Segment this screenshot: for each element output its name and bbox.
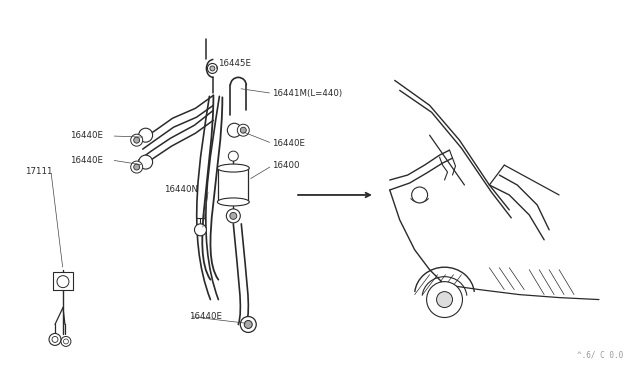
Text: 16440E: 16440E <box>70 131 103 141</box>
Circle shape <box>436 292 452 308</box>
Circle shape <box>227 123 241 137</box>
Circle shape <box>139 128 152 142</box>
Circle shape <box>63 339 68 344</box>
Circle shape <box>210 66 215 71</box>
Circle shape <box>230 212 237 219</box>
Ellipse shape <box>218 198 249 206</box>
Text: 16445E: 16445E <box>218 59 251 68</box>
Circle shape <box>237 124 249 136</box>
Text: 16440E: 16440E <box>189 312 222 321</box>
Circle shape <box>244 321 252 328</box>
Ellipse shape <box>218 164 249 172</box>
Circle shape <box>227 209 240 223</box>
Circle shape <box>228 151 238 161</box>
Circle shape <box>412 187 428 203</box>
Text: 16441M(L=440): 16441M(L=440) <box>272 89 342 98</box>
Circle shape <box>134 164 140 170</box>
Circle shape <box>195 224 207 236</box>
Circle shape <box>240 317 256 333</box>
Circle shape <box>49 333 61 346</box>
Text: 16440E: 16440E <box>272 139 305 148</box>
Circle shape <box>52 336 58 342</box>
Text: ^.6/ C 0.0: ^.6/ C 0.0 <box>577 350 623 359</box>
Text: 16440E: 16440E <box>70 155 103 164</box>
Circle shape <box>207 64 218 73</box>
Text: 17111: 17111 <box>26 167 53 176</box>
Circle shape <box>131 134 143 146</box>
Circle shape <box>240 127 246 133</box>
Circle shape <box>61 336 71 346</box>
Circle shape <box>427 282 463 318</box>
Text: 16440N: 16440N <box>164 185 198 194</box>
Bar <box>53 272 73 290</box>
Circle shape <box>131 161 143 173</box>
Circle shape <box>134 137 140 143</box>
Bar <box>218 167 248 202</box>
Text: 16400: 16400 <box>272 161 300 170</box>
Circle shape <box>57 276 69 288</box>
Circle shape <box>139 155 152 169</box>
